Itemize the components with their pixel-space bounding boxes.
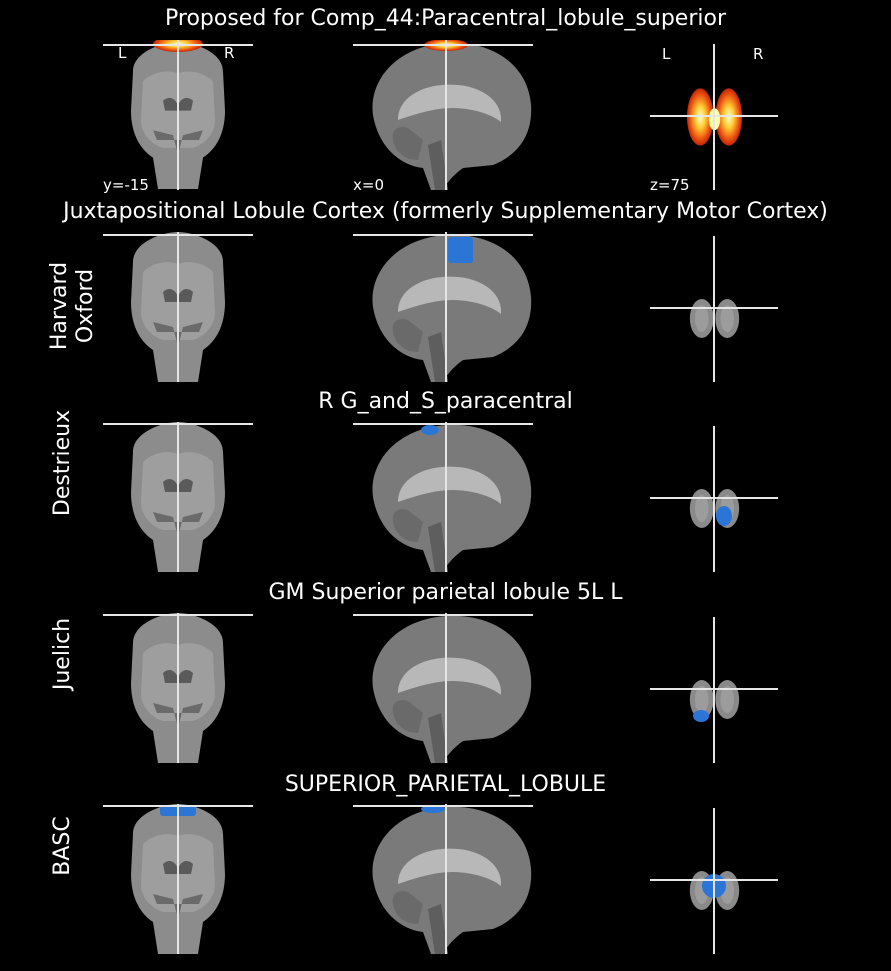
destrieux-sagittal-slice xyxy=(353,422,533,572)
atlas-label-text: Harvard Oxford xyxy=(47,261,98,351)
sagittal-coordinate-label: x=0 xyxy=(353,176,384,194)
atlas-label-text: Destrieux xyxy=(50,409,75,517)
harvard-oxford-coronal-slice xyxy=(103,232,253,382)
harvard-oxford-axial-slice xyxy=(650,236,778,382)
juelich-sagittal-slice xyxy=(353,613,533,763)
proposed-axial-right-label: R xyxy=(753,45,764,63)
proposed-coronal-left-label: L xyxy=(118,44,127,62)
row-basc-atlas-label: BASC xyxy=(50,761,76,931)
proposed-axial-slice xyxy=(650,44,778,190)
figure-title: Proposed for Comp_44:Paracentral_lobule_… xyxy=(165,6,726,31)
coronal-coordinate-label: y=-15 xyxy=(103,176,149,194)
row-juelich-region-title: GM Superior parietal lobule 5L L xyxy=(268,580,623,605)
proposed-axial-left-label: L xyxy=(662,45,671,63)
row-destrieux-region-title: R G_and_S_paracentral xyxy=(318,389,573,414)
destrieux-coronal-slice xyxy=(103,422,253,572)
axial-coordinate-label: z=75 xyxy=(650,176,690,194)
juelich-coronal-slice xyxy=(103,613,253,763)
basc-coronal-slice xyxy=(103,804,253,954)
destrieux-axial-slice xyxy=(650,426,778,572)
atlas-label-text: BASC xyxy=(50,816,75,876)
proposed-coronal-right-label: R xyxy=(224,44,235,62)
row-juelich-atlas-label: Juelich xyxy=(50,569,76,739)
row-destrieux-atlas-label: Destrieux xyxy=(50,378,76,548)
basc-sagittal-slice xyxy=(353,804,533,954)
juelich-axial-slice xyxy=(650,617,778,763)
atlas-label-text: Juelich xyxy=(50,617,75,691)
proposed-coronal-slice xyxy=(103,40,253,190)
row-harvard-oxford-region-title: Juxtapositional Lobule Cortex (formerly … xyxy=(63,199,828,224)
row-basc-region-title: SUPERIOR_PARIETAL_LOBULE xyxy=(284,772,607,797)
basc-axial-slice xyxy=(650,808,778,954)
row-harvard-oxford-atlas-label: Harvard Oxford xyxy=(47,221,99,391)
harvard-oxford-sagittal-slice xyxy=(353,232,533,382)
proposed-sagittal-slice xyxy=(353,40,533,190)
